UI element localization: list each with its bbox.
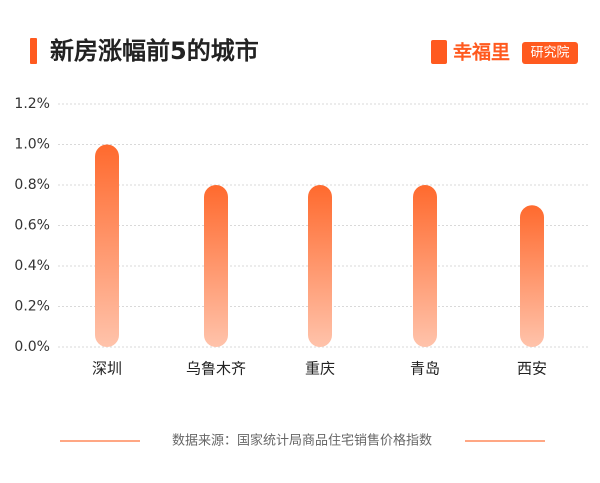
y-tick-label: 0.6% bbox=[14, 218, 50, 234]
y-tick-label: 0.4% bbox=[14, 258, 50, 274]
x-tick-label: 西安 bbox=[517, 360, 547, 378]
bar bbox=[413, 185, 437, 347]
bar bbox=[520, 205, 544, 347]
x-tick-label: 重庆 bbox=[305, 360, 335, 378]
title-accent bbox=[30, 38, 37, 64]
x-tick-label: 乌鲁木齐 bbox=[186, 360, 246, 378]
y-tick-label: 1.2% bbox=[14, 96, 50, 112]
logo-icon bbox=[431, 40, 447, 64]
x-tick-label: 青岛 bbox=[410, 360, 440, 378]
bar bbox=[95, 144, 119, 347]
brand-tag: 研究院 bbox=[530, 46, 569, 61]
x-tick-label: 深圳 bbox=[92, 360, 122, 378]
bar bbox=[204, 185, 228, 347]
y-tick-label: 1.0% bbox=[14, 137, 50, 153]
y-tick-label: 0.8% bbox=[14, 177, 50, 193]
y-tick-label: 0.0% bbox=[14, 339, 50, 355]
source: 数据来源：国家统计局商品住宅销售价格指数 bbox=[172, 433, 432, 449]
y-tick-label: 0.2% bbox=[14, 299, 50, 315]
brand-name: 幸福里 bbox=[453, 41, 510, 64]
brand-tag-bg bbox=[522, 42, 578, 64]
chart-title: 新房涨幅前5的城市 bbox=[50, 37, 259, 65]
bar bbox=[308, 185, 332, 347]
